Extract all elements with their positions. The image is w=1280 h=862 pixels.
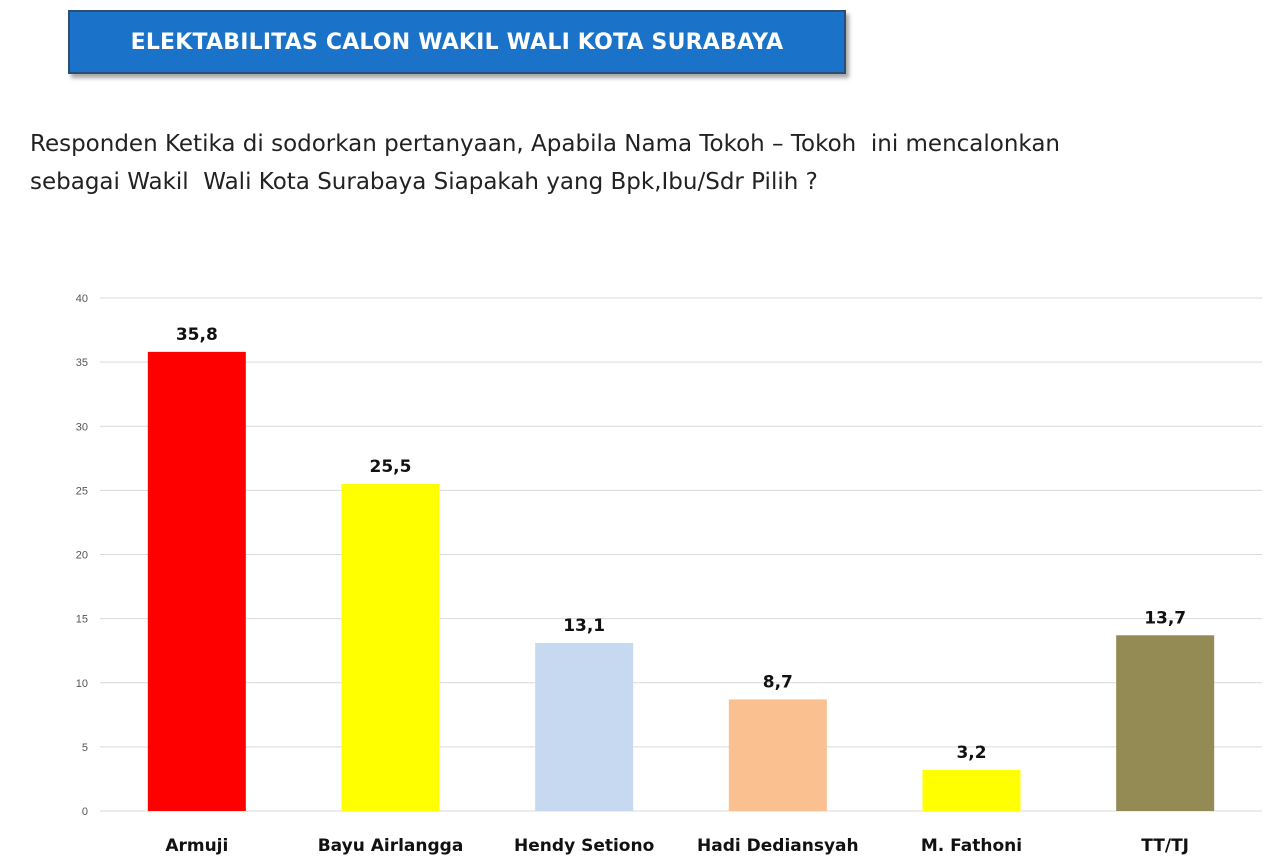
y-tick-label: 25 [76, 485, 88, 497]
y-tick-label: 35 [76, 357, 88, 369]
bar [535, 642, 634, 811]
data-label: 3,2 [956, 743, 986, 763]
category-label: Hadi Dediansyah [697, 836, 859, 856]
page-title: ELEKTABILITAS CALON WAKIL WALI KOTA SURA… [130, 29, 784, 55]
y-tick-label: 0 [82, 806, 88, 818]
y-tick-label: 40 [76, 293, 88, 305]
title-banner: ELEKTABILITAS CALON WAKIL WALI KOTA SURA… [68, 10, 846, 74]
bar [341, 483, 440, 811]
data-label: 13,1 [563, 616, 605, 636]
bar [1116, 635, 1215, 811]
y-tick-label: 15 [76, 614, 88, 626]
question-line-1: Responden Ketika di sodorkan pertanyaan,… [30, 131, 1061, 157]
category-label: TT/TJ [1141, 836, 1189, 856]
category-label: M. Fathoni [921, 836, 1022, 856]
y-tick-label: 10 [76, 678, 88, 690]
bar [922, 769, 1021, 811]
category-label: Armuji [165, 836, 228, 856]
question-line-2: sebagai Wakil Wali Kota Surabaya Siapaka… [30, 169, 818, 195]
bar [728, 699, 827, 811]
data-label: 13,7 [1144, 608, 1186, 628]
survey-question: Responden Ketika di sodorkan pertanyaan,… [30, 125, 1260, 201]
category-label: Bayu Airlangga [318, 836, 464, 856]
y-tick-label: 30 [76, 421, 88, 433]
y-tick-label: 20 [76, 550, 88, 562]
y-tick-label: 5 [82, 742, 88, 754]
data-label: 8,7 [763, 672, 793, 692]
data-label: 35,8 [176, 325, 218, 345]
category-label: Hendy Setiono [514, 836, 654, 856]
data-label: 25,5 [370, 457, 412, 477]
bar [147, 351, 246, 811]
